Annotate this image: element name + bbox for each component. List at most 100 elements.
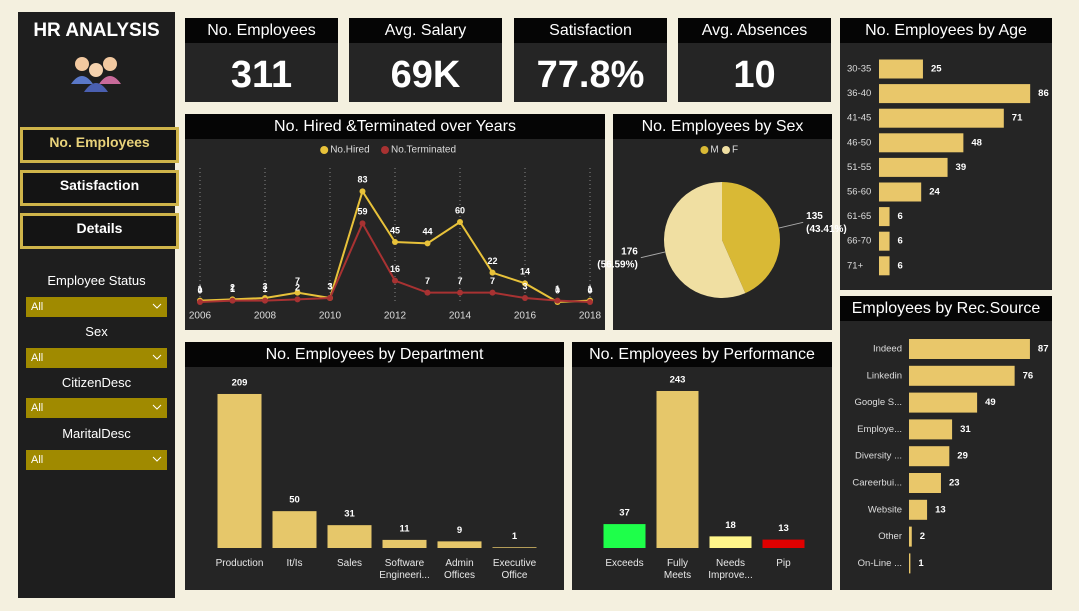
nav-button[interactable]: Details (20, 213, 179, 249)
x-tick-label: 2018 (579, 311, 602, 322)
leader-line (778, 221, 804, 229)
leader-line (640, 251, 666, 259)
data-label: 50 (289, 495, 300, 506)
chevron (152, 354, 162, 360)
data-label: 87 (1038, 344, 1049, 355)
y-tick-label: 41-45 (847, 113, 871, 124)
point (229, 297, 236, 304)
bar (879, 84, 1031, 104)
bar (909, 526, 912, 547)
filter-value: All (31, 301, 44, 313)
data-label: 39 (956, 162, 967, 173)
chart-title: No. Employees by Performance (572, 342, 832, 367)
point (294, 289, 301, 296)
bar (879, 182, 922, 202)
legend-marker (722, 146, 730, 154)
bar (909, 446, 950, 467)
data-label: 37 (619, 508, 630, 519)
data-label: 60 (455, 205, 465, 215)
data-label: 59 (357, 207, 367, 217)
bar (879, 108, 1004, 128)
legend-label: No.Hired (330, 145, 369, 156)
pie-slice (663, 182, 746, 298)
data-label: 1 (262, 284, 267, 294)
filter-value: All (31, 454, 44, 466)
bar (909, 473, 941, 493)
data-label: 6 (898, 260, 903, 271)
bar (879, 133, 964, 153)
chevron (152, 456, 162, 462)
bar (879, 256, 890, 276)
chart-title: No. Hired &Terminated over Years (185, 114, 605, 139)
filter-dropdown[interactable]: All (26, 450, 167, 470)
kpi-title: No. Employees (185, 18, 338, 43)
point (392, 277, 398, 284)
data-label: 1 (197, 284, 202, 294)
filter-dropdown[interactable]: All (26, 348, 167, 368)
nav-button[interactable]: Satisfaction (20, 170, 179, 206)
y-tick-label: Diversity ... (855, 451, 902, 462)
hr-icon (71, 57, 121, 92)
data-label: 11 (399, 523, 410, 534)
legend-label: F (732, 145, 738, 156)
data-label: 209 (232, 377, 248, 388)
kpi-title: Avg. Salary (349, 18, 502, 43)
bar (437, 541, 482, 548)
y-tick-label: 30-35 (847, 64, 871, 75)
x-tick-label: 2012 (384, 311, 407, 322)
data-label: 0 (587, 285, 592, 295)
kpi-value: 311 (230, 54, 293, 96)
x-tick-label: Software Engineeri... (379, 558, 430, 581)
bar (879, 157, 948, 177)
bar (382, 539, 427, 548)
bar (879, 59, 923, 79)
point (489, 289, 496, 296)
data-label: 29 (957, 451, 968, 462)
bar (879, 207, 890, 227)
kpi-value: 10 (733, 54, 776, 96)
bar (492, 547, 537, 548)
kpi-title: Satisfaction (514, 18, 667, 43)
filter-label: CitizenDesc (61, 375, 132, 390)
data-label: 7 (295, 276, 300, 286)
data-label: 176 (621, 246, 638, 257)
y-tick-label: 36-40 (847, 88, 871, 99)
data-label: 1 (230, 284, 235, 294)
point (424, 240, 431, 247)
x-tick-label: 2010 (319, 311, 342, 322)
filter-value: All (31, 402, 44, 414)
bar (327, 525, 372, 548)
data-label: 9 (457, 525, 462, 536)
data-label: 16 (390, 264, 400, 274)
data-label: 1 (512, 531, 518, 542)
x-tick-label: 2016 (514, 311, 537, 322)
bar (909, 339, 1030, 359)
kpi-value: 69K (390, 54, 461, 96)
legend-marker (381, 146, 389, 154)
filter-dropdown[interactable]: All (26, 398, 167, 418)
filter-dropdown[interactable]: All (26, 297, 167, 317)
data-label: 13 (778, 523, 789, 534)
data-label: 49 (985, 397, 996, 408)
bar (879, 231, 890, 251)
nav-button[interactable]: No. Employees (20, 127, 179, 163)
bar (909, 553, 911, 574)
point (359, 188, 366, 195)
data-label: 7 (425, 276, 430, 286)
filter-value: All (31, 352, 44, 364)
data-label: 25 (931, 64, 942, 75)
kpi-card: Avg. Absences 10 (678, 18, 831, 102)
percent-label: (56.59%) (597, 259, 638, 270)
point (489, 269, 496, 276)
data-label: 243 (670, 375, 686, 386)
x-tick-label: Admin Offices (444, 558, 475, 581)
filter-label: Sex (85, 324, 108, 339)
data-label: 7 (490, 276, 495, 286)
data-label: 76 (1023, 370, 1034, 381)
point (327, 295, 333, 301)
data-label: 44 (422, 227, 432, 237)
data-label: 13 (935, 504, 946, 515)
point (294, 296, 301, 303)
dashboard-title: HR ANALYSIS (33, 20, 160, 41)
